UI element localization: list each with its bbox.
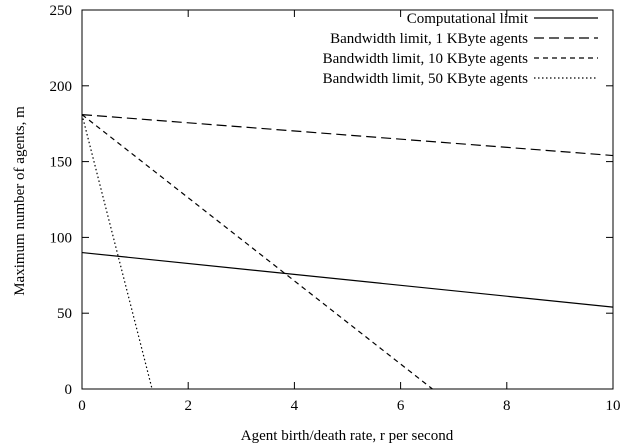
series-line-1 [81,251,614,308]
x-tick-label: 8 [503,398,511,414]
y-axis-label: Maximum number of agents, m [12,106,28,296]
series-line-2 [81,114,614,157]
series-line-3 [81,114,433,390]
y-tick-label: 50 [57,306,72,322]
plot-frame [81,9,614,390]
legend-label: Bandwidth limit, 50 KByte agents [323,71,529,87]
legend-label: Computational limit [407,11,529,27]
x-tick-label: 10 [606,398,621,414]
legend-label: Bandwidth limit, 10 KByte agents [323,51,529,67]
y-tick-label: 0 [65,382,73,398]
x-tick-label: 0 [78,398,86,414]
x-tick-label: 4 [291,398,299,414]
y-tick-label: 250 [50,3,73,19]
plot-area [81,114,614,390]
y-tick-label: 150 [50,155,73,171]
legend-label: Bandwidth limit, 1 KByte agents [330,31,528,47]
y-tick-label: 200 [50,79,73,95]
series-line-4 [81,114,153,390]
y-tick-label: 100 [50,230,73,246]
x-axis-label: Agent birth/death rate, r per second [241,428,454,444]
legend: Computational limit Bandwidth limit, 1 KB… [323,11,598,87]
x-tick-label: 2 [184,398,192,414]
x-tick-label: 6 [397,398,405,414]
